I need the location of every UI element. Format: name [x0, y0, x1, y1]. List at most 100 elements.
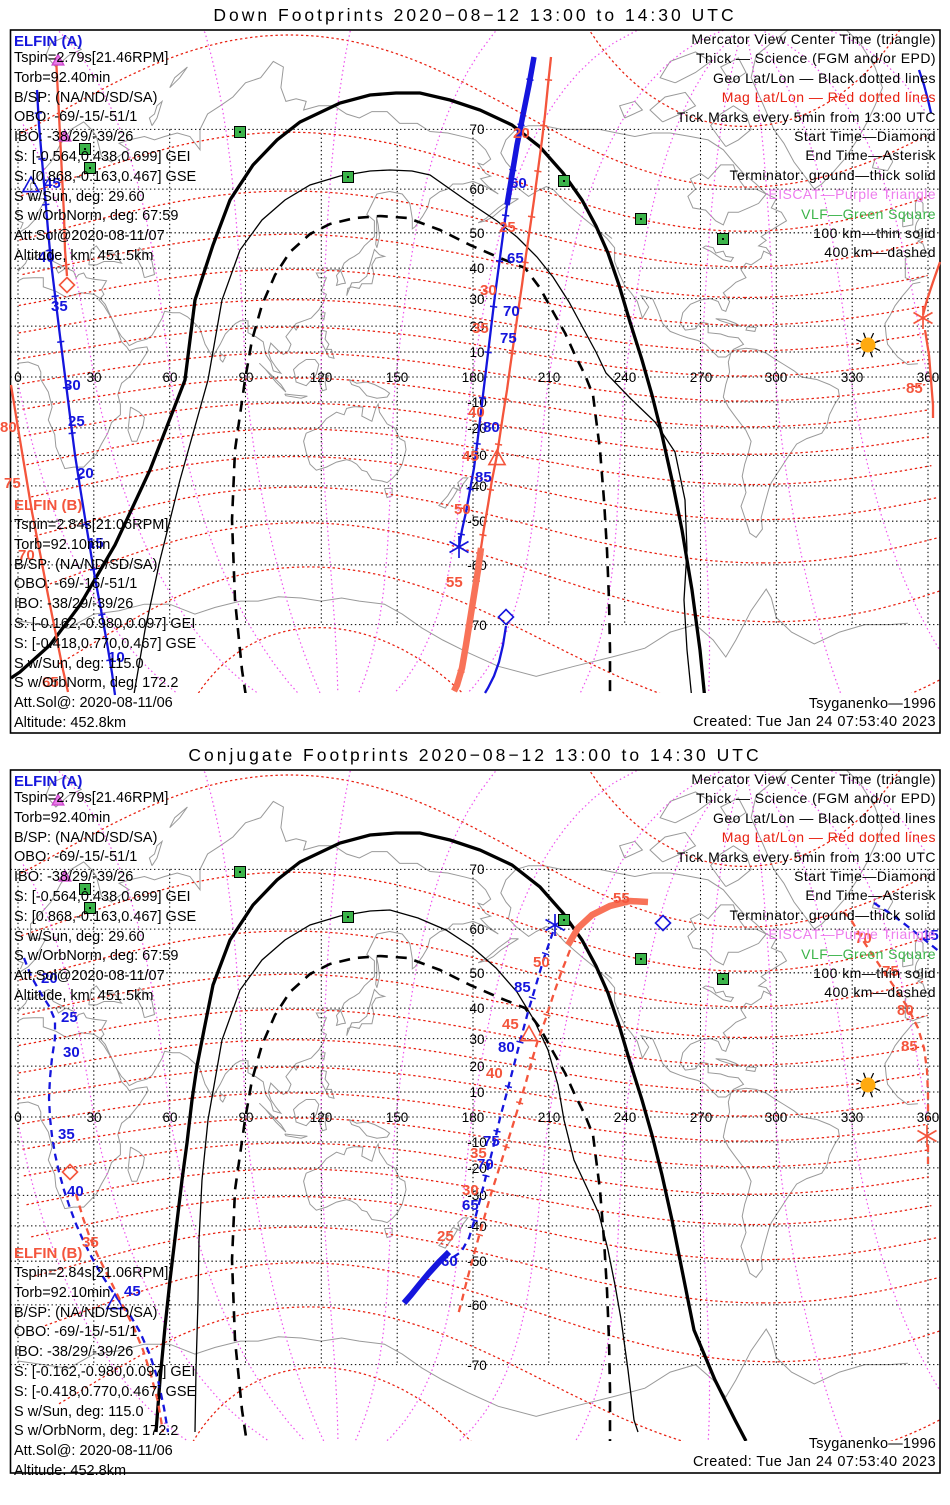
svg-text:-70: -70: [467, 1358, 487, 1373]
svg-text:ELFIN (B): ELFIN (B): [14, 497, 82, 514]
svg-text:70: 70: [855, 930, 872, 947]
svg-text:S w/OrbNorm, deg: 67:59: S w/OrbNorm, deg: 67:59: [14, 948, 178, 964]
svg-text:S: [-0.418,0.770,0.467] GSE: S: [-0.418,0.770,0.467] GSE: [14, 636, 197, 652]
svg-text:270: 270: [690, 370, 713, 385]
svg-text:25: 25: [68, 413, 85, 430]
svg-text:B/SP: (NA/ND/SD/SA): B/SP: (NA/ND/SD/SA): [14, 90, 157, 106]
svg-text:S: [-0.418,0.770,0.467] GSE: S: [-0.418,0.770,0.467] GSE: [14, 1384, 197, 1400]
svg-text:80: 80: [0, 419, 17, 436]
svg-text:20: 20: [41, 970, 58, 987]
svg-text:EISCAT—Purple Triangle: EISCAT—Purple Triangle: [768, 926, 936, 942]
svg-text:90: 90: [238, 370, 253, 385]
svg-text:-40: -40: [467, 1219, 487, 1234]
svg-text:ELFIN (A): ELFIN (A): [14, 773, 82, 790]
svg-text:35: 35: [51, 298, 68, 315]
svg-text:40: 40: [38, 249, 55, 266]
svg-text:360: 360: [917, 370, 940, 385]
svg-text:240: 240: [614, 1110, 637, 1125]
svg-text:85: 85: [475, 469, 492, 486]
svg-text:Start Time—Diamond: Start Time—Diamond: [794, 128, 936, 144]
svg-text:60: 60: [162, 1110, 177, 1125]
svg-text:Terminator: ground—thick solid: Terminator: ground—thick solid: [730, 907, 936, 923]
svg-text:30: 30: [86, 370, 101, 385]
svg-text:IBO: -38/29/-39/26: IBO: -38/29/-39/26: [14, 129, 133, 145]
svg-text:60: 60: [469, 182, 484, 197]
svg-text:Conjugate Footprints 2020−08−1: Conjugate Footprints 2020−08−12 13:00 to…: [188, 745, 761, 765]
svg-text:45: 45: [502, 1016, 519, 1033]
svg-text:40: 40: [67, 1183, 84, 1200]
svg-text:35: 35: [58, 1126, 75, 1143]
svg-text:Tsyganenko—1996: Tsyganenko—1996: [809, 1436, 936, 1452]
svg-text:S: [-0.162,-0.980,0.097] GEI: S: [-0.162,-0.980,0.097] GEI: [14, 1364, 195, 1380]
svg-text:S w/Sun, deg: 115.0: S w/Sun, deg: 115.0: [14, 656, 144, 672]
svg-text:Att.Sol@: 2020-08-11/06: Att.Sol@: 2020-08-11/06: [14, 695, 173, 711]
svg-text:End Time—Asterisk: End Time—Asterisk: [805, 887, 936, 903]
svg-text:40: 40: [469, 261, 484, 276]
svg-text:35: 35: [470, 1145, 487, 1162]
svg-text:150: 150: [386, 370, 409, 385]
svg-text:-50: -50: [467, 514, 487, 529]
svg-text:180: 180: [462, 370, 485, 385]
svg-text:330: 330: [841, 1110, 864, 1125]
svg-text:50: 50: [469, 226, 484, 241]
svg-text:30: 30: [480, 282, 497, 299]
svg-text:30: 30: [86, 1110, 101, 1125]
svg-text:100 km—thin solid: 100 km—thin solid: [813, 225, 936, 241]
svg-text:IBO: -38/29/-39/26: IBO: -38/29/-39/26: [14, 596, 133, 612]
svg-text:-50: -50: [467, 1254, 487, 1269]
svg-text:Torb=92.40min: Torb=92.40min: [14, 70, 110, 86]
svg-text:0: 0: [14, 1110, 22, 1125]
svg-text:75: 75: [500, 330, 517, 347]
svg-text:B/SP: (NA/ND/SD/SA): B/SP: (NA/ND/SD/SA): [14, 1305, 157, 1321]
svg-text:Thick — Science (FGM and/or EP: Thick — Science (FGM and/or EPD): [696, 50, 936, 66]
svg-text:Tspin=2.84s[21.06RPM]: Tspin=2.84s[21.06RPM]: [14, 517, 168, 533]
svg-text:300: 300: [765, 370, 788, 385]
svg-text:Tsyganenko—1996: Tsyganenko—1996: [809, 696, 936, 712]
svg-text:25: 25: [61, 1009, 78, 1026]
svg-text:180: 180: [462, 1110, 485, 1125]
svg-text:80: 80: [498, 1039, 515, 1056]
svg-text:Altitude: 452.8km: Altitude: 452.8km: [14, 715, 126, 731]
svg-text:15: 15: [87, 535, 104, 552]
svg-text:Terminator: ground—thick solid: Terminator: ground—thick solid: [730, 167, 936, 183]
svg-text:400 km—dashed: 400 km—dashed: [824, 984, 936, 1000]
svg-text:45: 45: [462, 448, 479, 465]
svg-text:Altitude, km: 451.5km: Altitude, km: 451.5km: [14, 248, 153, 264]
svg-text:270: 270: [690, 1110, 713, 1125]
svg-text:90: 90: [238, 1110, 253, 1125]
svg-text:OBO: -69/-15/-51/1: OBO: -69/-15/-51/1: [14, 849, 137, 865]
svg-text:S w/OrbNorm, deg: 67:59: S w/OrbNorm, deg: 67:59: [14, 208, 178, 224]
svg-text:S w/Sun, deg: 29.60: S w/Sun, deg: 29.60: [14, 189, 145, 205]
svg-text:Mag Lat/Lon — Red dotted lines: Mag Lat/Lon — Red dotted lines: [722, 89, 936, 105]
svg-text:S: [-0.564,0.438,0.699] GEI: S: [-0.564,0.438,0.699] GEI: [14, 889, 191, 905]
svg-text:70: 70: [469, 122, 484, 137]
svg-text:B/SP: (NA/ND/SD/SA): B/SP: (NA/ND/SD/SA): [14, 557, 157, 573]
svg-text:S w/Sun, deg: 115.0: S w/Sun, deg: 115.0: [14, 1404, 144, 1420]
svg-text:Att.Sol@2020-08-11/07: Att.Sol@2020-08-11/07: [14, 228, 165, 244]
svg-text:75: 75: [483, 1133, 500, 1150]
svg-text:20: 20: [513, 125, 530, 142]
svg-text:100 km—thin solid: 100 km—thin solid: [813, 965, 936, 981]
svg-text:330: 330: [841, 370, 864, 385]
svg-text:240: 240: [614, 370, 637, 385]
svg-text:65: 65: [462, 1197, 479, 1214]
svg-text:10: 10: [108, 649, 125, 666]
svg-text:B/SP: (NA/ND/SD/SA): B/SP: (NA/ND/SD/SA): [14, 830, 157, 846]
svg-text:30: 30: [469, 1032, 484, 1047]
svg-text:80: 80: [483, 419, 500, 436]
svg-text:60: 60: [441, 1253, 458, 1270]
svg-text:Start Time—Diamond: Start Time—Diamond: [794, 868, 936, 884]
svg-text:80: 80: [897, 1002, 914, 1019]
svg-text:ELFIN (A): ELFIN (A): [14, 33, 82, 50]
svg-text:55: 55: [613, 890, 630, 907]
svg-text:50: 50: [469, 966, 484, 981]
svg-text:OBO: -69/-15/-51/1: OBO: -69/-15/-51/1: [14, 1324, 137, 1340]
svg-text:75: 75: [882, 963, 899, 980]
svg-text:Altitude, km: 451.5km: Altitude, km: 451.5km: [14, 988, 153, 1004]
svg-text:S: [0.868,-0.163,0.467] GSE: S: [0.868,-0.163,0.467] GSE: [14, 169, 197, 185]
svg-text:IBO: -38/29/-39/26: IBO: -38/29/-39/26: [14, 1344, 133, 1360]
svg-text:60: 60: [469, 922, 484, 937]
svg-text:150: 150: [386, 1110, 409, 1125]
svg-text:400 km—dashed: 400 km—dashed: [824, 244, 936, 260]
svg-text:85: 85: [901, 1038, 918, 1055]
